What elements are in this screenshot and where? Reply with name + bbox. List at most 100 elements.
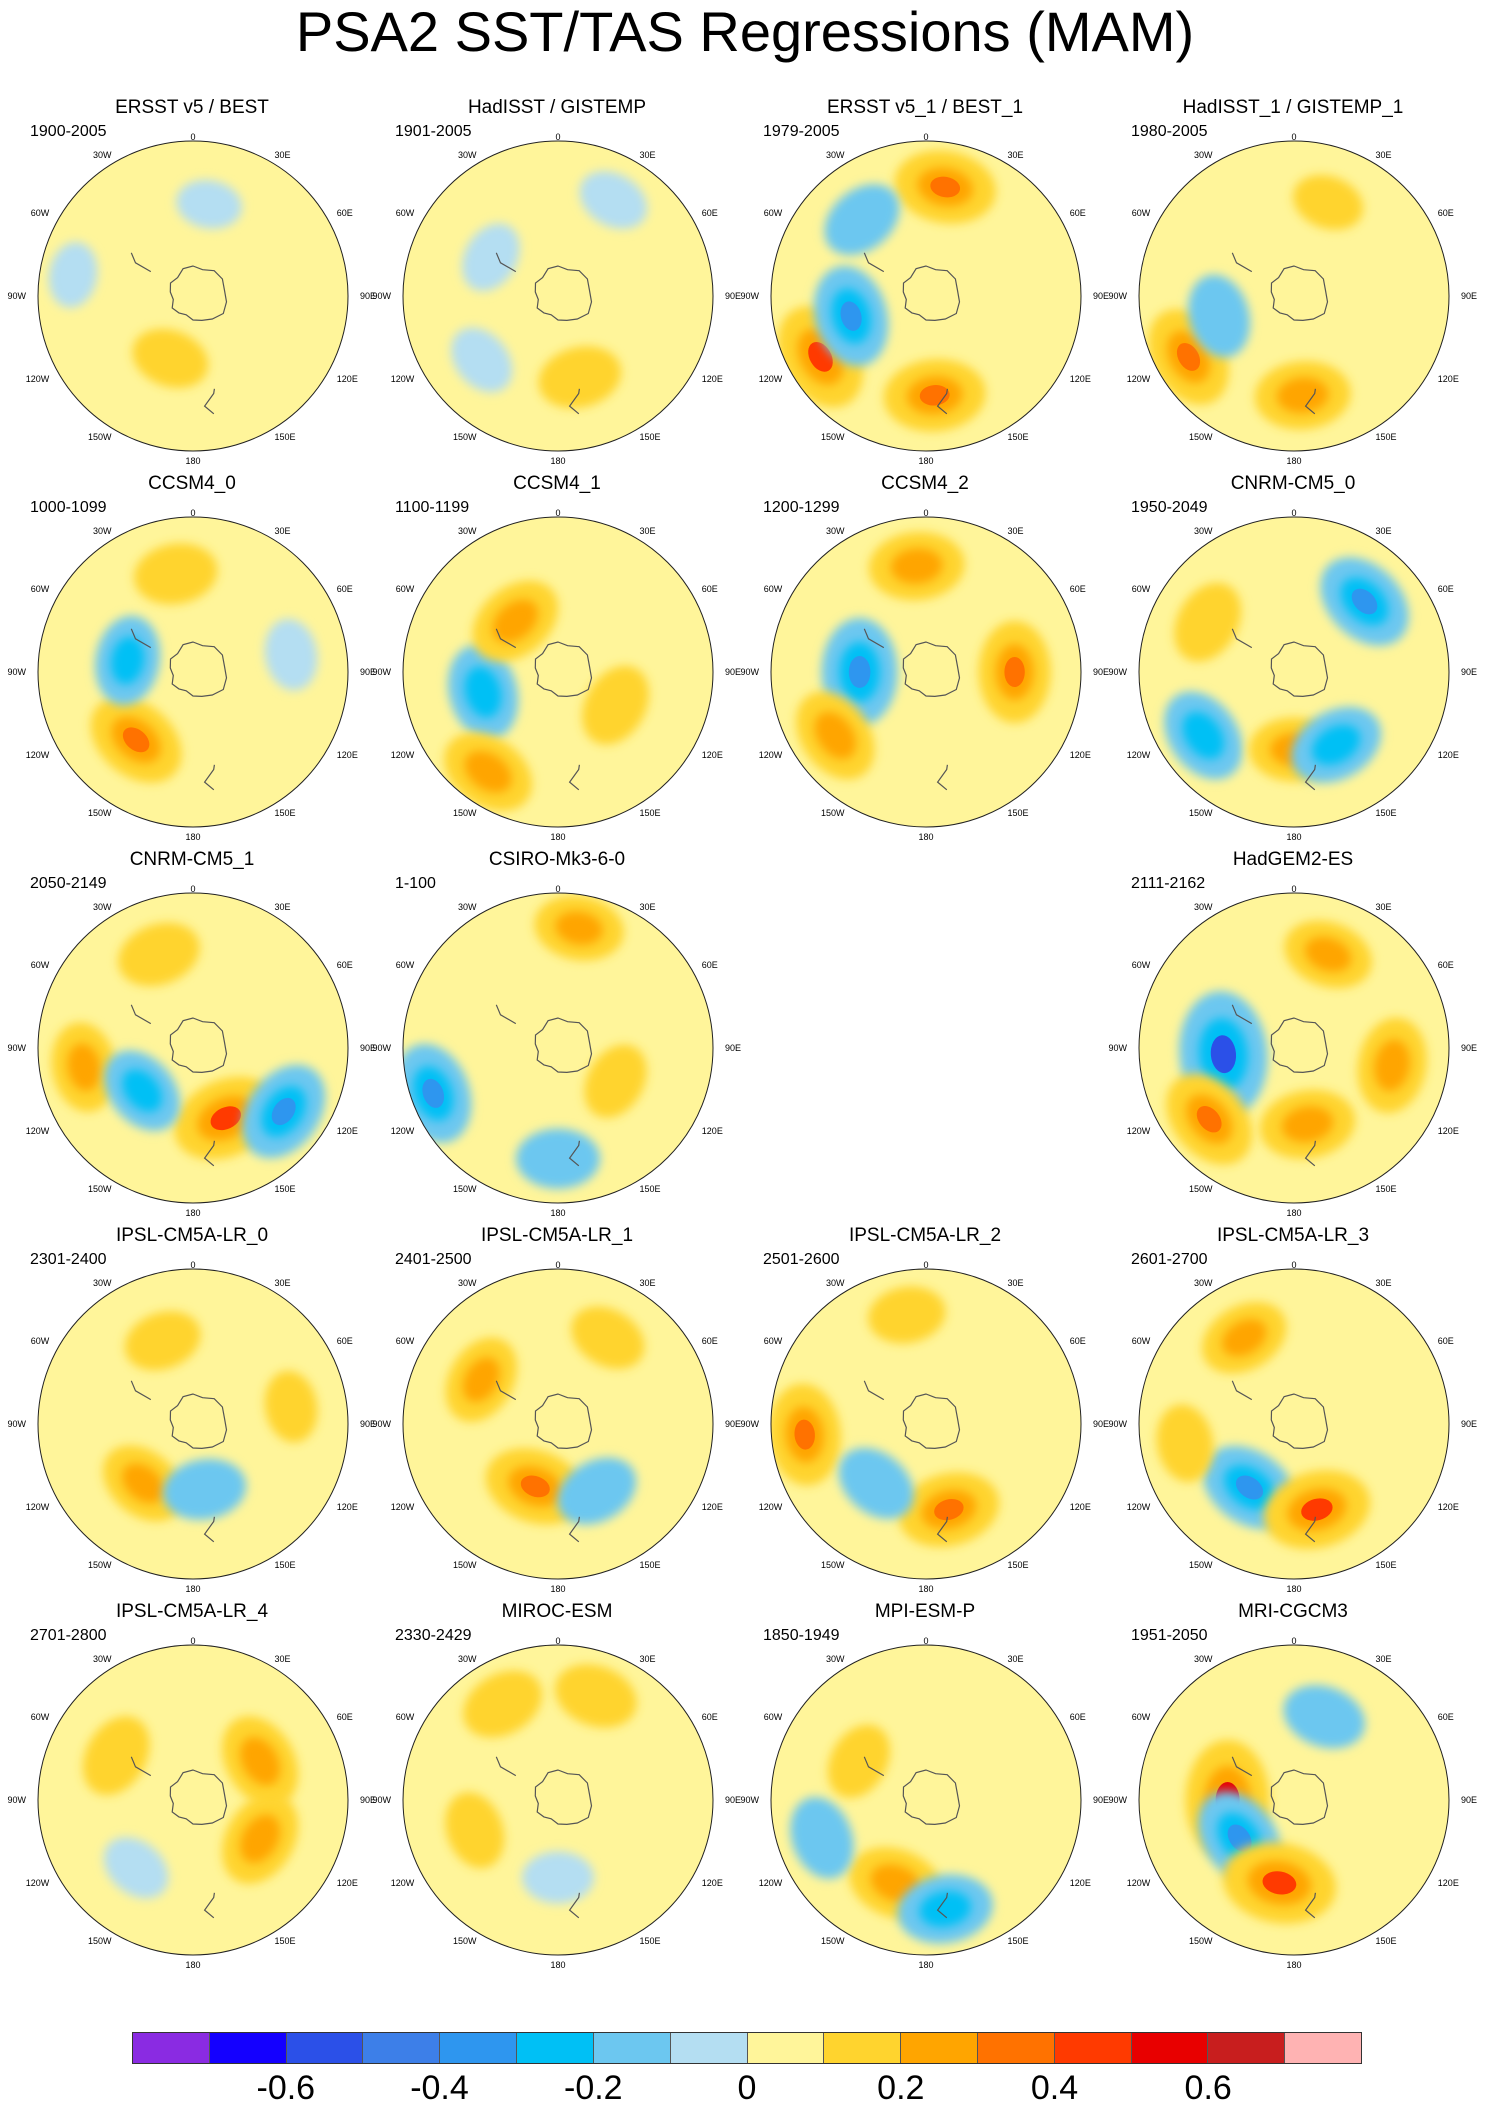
colorbar-swatch <box>824 2033 902 2063</box>
longitude-label: 30W <box>458 150 477 160</box>
panel-title: IPSL-CM5A-LR_3 <box>1216 1225 1370 1246</box>
polar-map: 0 30E 60E 90E 120E 150E 180 150W 120W 90W 60W 30W <box>1108 1260 1477 1594</box>
longitude-label: 120W <box>26 750 50 760</box>
longitude-label: 0 <box>1291 508 1296 518</box>
anomaly-region <box>264 1370 318 1443</box>
anomaly-region <box>176 180 242 229</box>
longitude-label: 150W <box>1189 432 1213 442</box>
anomaly-region <box>451 327 513 393</box>
longitude-label: 60E <box>1438 1712 1454 1722</box>
panel-period: 2301-2400 <box>30 1251 107 1268</box>
map-border <box>1138 1644 1450 1956</box>
longitude-label: 120E <box>702 1878 723 1888</box>
longitude-label: 30W <box>93 1278 112 1288</box>
panel-period: 1100-1199 <box>395 499 470 516</box>
longitude-label: 150E <box>275 432 296 442</box>
peninsula-coastline <box>863 252 885 273</box>
antarctica-coastline <box>169 641 228 698</box>
colorbar-tick-label: 0.4 <box>1030 2069 1079 2107</box>
colorbar-swatch <box>977 2033 1055 2063</box>
peninsula-coastline <box>1231 1004 1253 1025</box>
new-zealand-coastline <box>568 388 580 415</box>
map-background <box>38 141 348 451</box>
map-panel-ipsl-cm5a-lr-4: IPSL-CM5A-LR_4 2701-2800 0 30E 60E 90E 120E 150… <box>7 1600 376 1970</box>
map-border <box>402 140 714 452</box>
panel-title: IPSL-CM5A-LR_1 <box>480 1225 634 1246</box>
anomaly-core <box>462 1357 500 1403</box>
anomaly-peak <box>271 1097 296 1126</box>
anomaly-peak <box>422 1078 445 1108</box>
colorbar-swatch <box>517 2033 594 2063</box>
colorbar-swatch <box>286 2033 364 2063</box>
panel-title: CSIRO-Mk3-6-0 <box>488 849 626 870</box>
colorbar-tick-label: 0.2 <box>877 2069 925 2107</box>
map-border <box>1138 1268 1450 1580</box>
longitude-label: 60W <box>396 1336 415 1346</box>
anomaly-peak <box>1210 1035 1237 1074</box>
polar-map: 0 30E 60E 90E 120E 150E 180 150W 120W 90W 60W 30W <box>7 1636 376 1970</box>
antarctica-coastline <box>534 641 593 698</box>
longitude-label: 60W <box>1132 960 1151 970</box>
anomaly-peak <box>1196 1105 1222 1133</box>
panel-title: CCSM4_2 <box>881 473 969 494</box>
longitude-label: 90W <box>740 1419 759 1429</box>
antarctica-coastline <box>534 1017 593 1074</box>
longitude-label: 180 <box>1286 832 1301 842</box>
polar-map: 0 30E 60E 90E 120E 150E 180 150W 120W 90W 60W 30W <box>372 1636 741 1970</box>
anomaly-core <box>1182 711 1225 760</box>
panel-title: IPSL-CM5A-LR_2 <box>848 1225 1002 1246</box>
longitude-label: 180 <box>550 1960 565 1970</box>
map-background <box>771 1645 1081 1955</box>
peninsula-coastline <box>495 1004 517 1025</box>
longitude-label: 120E <box>337 1502 358 1512</box>
panel-title: HadISST_1 / GISTEMP_1 <box>1182 97 1404 118</box>
polar-map: 0 30E 60E 90E 120E 150E 180 150W 120W 90W 60W 30W <box>372 132 741 466</box>
longitude-label: 90E <box>360 1795 376 1805</box>
longitude-label: 150W <box>88 1560 112 1570</box>
longitude-label: 30E <box>1008 1278 1024 1288</box>
longitude-label: 90E <box>1461 291 1477 301</box>
panel-period: 2701-2800 <box>30 1627 107 1644</box>
longitude-label: 30E <box>275 526 291 536</box>
anomaly-core <box>555 911 603 945</box>
map-border <box>402 892 714 1204</box>
longitude-label: 120W <box>1127 1502 1151 1512</box>
colorbar-swatch <box>901 2033 978 2063</box>
anomaly-peak <box>1262 1871 1297 1895</box>
new-zealand-coastline <box>203 1140 215 1167</box>
panel-period: 2050-2149 <box>30 875 107 892</box>
panel-title: CNRM-CM5_0 <box>1230 473 1356 494</box>
panel-title: CCSM4_0 <box>148 473 236 494</box>
longitude-label: 90W <box>740 1795 759 1805</box>
longitude-label: 150E <box>640 432 661 442</box>
anomaly-region <box>1293 175 1364 230</box>
new-zealand-coastline <box>203 388 215 415</box>
panel-period: 2601-2700 <box>1131 1251 1208 1268</box>
anomaly-peak <box>520 1475 550 1498</box>
longitude-label: 90W <box>740 667 759 677</box>
colorbar-boxes <box>132 2032 1362 2064</box>
anomaly-region <box>1283 1685 1366 1749</box>
longitude-label: 90E <box>360 667 376 677</box>
longitude-label: 120E <box>1438 374 1459 384</box>
antarctica-coastline <box>902 265 961 322</box>
longitude-label: 90W <box>372 1795 391 1805</box>
longitude-label: 30W <box>93 526 112 536</box>
longitude-label: 180 <box>550 832 565 842</box>
longitude-label: 60E <box>702 1336 718 1346</box>
anomaly-core <box>239 1737 281 1786</box>
antarctica-coastline <box>1270 1769 1329 1826</box>
anomaly-core <box>110 636 145 685</box>
longitude-label: 180 <box>1286 456 1301 466</box>
antarctica-coastline <box>1270 1393 1329 1450</box>
new-zealand-coastline <box>568 1140 580 1167</box>
map-panel-hadisst-gistemp-1: HadISST_1 / GISTEMP_1 1980-2005 0 30E 60E 90E… <box>1108 96 1477 466</box>
longitude-label: 60E <box>702 208 718 218</box>
longitude-label: 0 <box>190 132 195 142</box>
longitude-label: 90W <box>1108 291 1127 301</box>
antarctica-coastline <box>902 641 961 698</box>
longitude-label: 30W <box>1194 902 1213 912</box>
longitude-label: 90E <box>1461 1419 1477 1429</box>
longitude-label: 60E <box>702 584 718 594</box>
longitude-label: 150E <box>1008 808 1029 818</box>
